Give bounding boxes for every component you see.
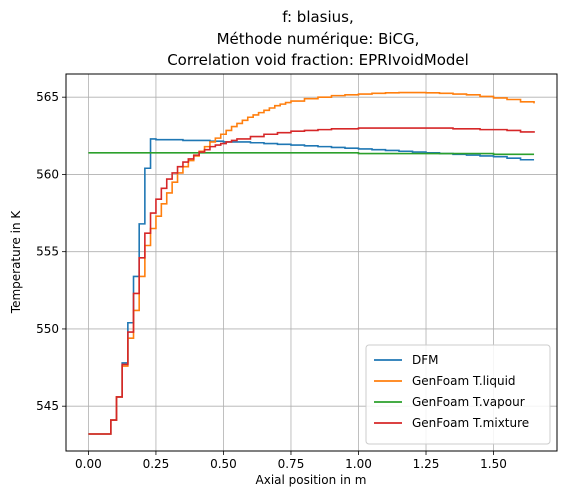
x-tick-label: 1.25 [413, 457, 440, 471]
ticks: 0.00 0.25 0.50 0.75 1.00 1.25 1.50 545 550 555 560… [36, 90, 507, 471]
y-tick-label: 550 [36, 322, 59, 336]
legend-label-2: GenFoam T.liquid [412, 374, 516, 388]
x-tick-label: 1.00 [345, 457, 372, 471]
y-axis-label: Temperature in K [9, 210, 23, 315]
chart-title: f: blasius, Méthode numérique: BiCG, Cor… [167, 8, 469, 69]
title-line-1: f: blasius, [282, 8, 354, 26]
x-tick-label: 0.00 [75, 457, 102, 471]
legend: DFM GenFoam T.liquid GenFoam T.vapour GenFo… [365, 344, 551, 445]
legend-label-4: GenFoam T.mixture [412, 416, 529, 430]
x-tick-label: 1.50 [480, 457, 507, 471]
legend-label-1: DFM [412, 353, 439, 367]
x-tick-label: 0.50 [210, 457, 237, 471]
x-tick-label: 0.75 [278, 457, 305, 471]
grid [66, 74, 557, 451]
series-line-4 [88, 127, 535, 435]
x-axis-label: Axial position in m [256, 473, 367, 487]
y-tick-label: 565 [36, 90, 59, 104]
y-tick-label: 560 [36, 167, 59, 181]
legend-box [365, 344, 551, 445]
title-line-2: Méthode numérique: BiCG, [217, 30, 420, 48]
series-layer [88, 91, 535, 435]
series-line-2 [88, 91, 535, 435]
y-tick-label: 545 [36, 399, 59, 413]
x-tick-label: 0.25 [143, 457, 170, 471]
legend-label-3: GenFoam T.vapour [412, 395, 525, 409]
y-tick-label: 555 [36, 245, 59, 259]
title-line-3: Correlation void fraction: EPRIvoidModel [167, 51, 469, 69]
plot-frame [65, 73, 558, 452]
series-line-3 [88, 152, 535, 156]
